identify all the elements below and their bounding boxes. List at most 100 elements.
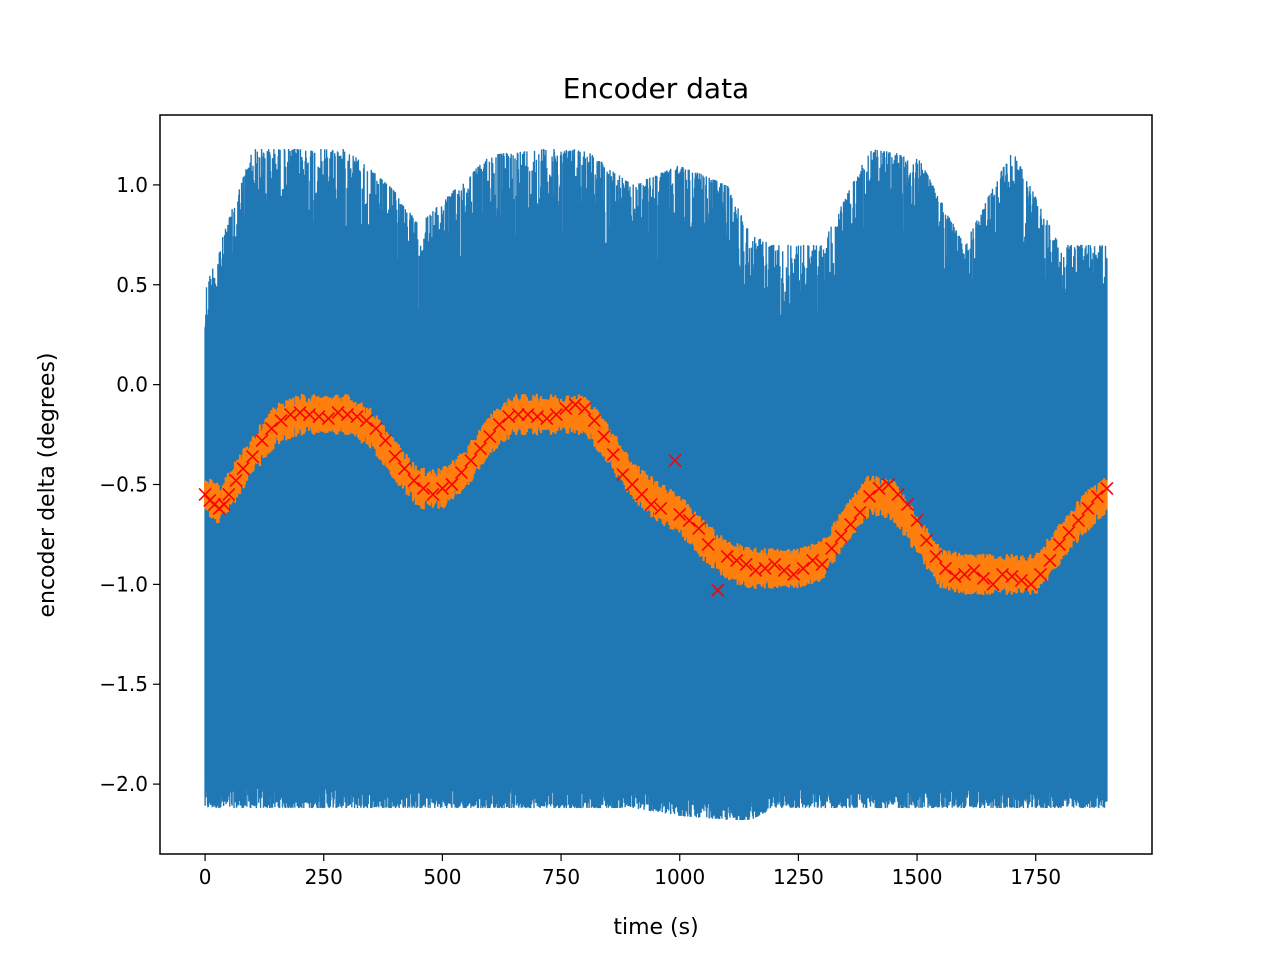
x-marker	[976, 571, 991, 585]
x-marker	[578, 402, 592, 416]
x-marker	[1033, 567, 1048, 581]
x-marker	[397, 461, 412, 476]
x-marker	[229, 473, 243, 488]
y-tick-label: 0.0	[116, 373, 148, 397]
x-marker	[1062, 525, 1076, 540]
x-marker	[416, 481, 430, 496]
y-axis: 1.0 0.5 0.0 −0.5 −1.0 −1.5 −2.0	[99, 173, 160, 796]
x-marker	[492, 418, 506, 432]
x-marker	[1081, 501, 1095, 516]
x-marker	[559, 402, 573, 416]
x-marker	[758, 561, 772, 575]
x-marker	[863, 489, 877, 504]
y-tick-label: −2.0	[99, 772, 148, 796]
x-marker	[1052, 537, 1067, 551]
x-tick-label: 1750	[1010, 865, 1061, 889]
x-marker	[730, 553, 744, 567]
x-marker	[264, 422, 279, 436]
x-marker	[464, 453, 478, 468]
x-marker	[910, 513, 924, 528]
x-marker	[568, 398, 582, 412]
x-marker	[967, 563, 981, 577]
x-marker	[1014, 573, 1029, 587]
x-marker	[787, 567, 801, 581]
y-tick-label: −1.5	[99, 672, 148, 696]
x-marker	[929, 549, 943, 563]
y-tick-label: 0.5	[116, 273, 148, 297]
x-marker	[834, 529, 848, 543]
x-marker	[711, 583, 725, 597]
chart-title: Encoder data	[563, 72, 749, 105]
x-marker	[359, 414, 374, 428]
x-marker	[511, 408, 525, 422]
x-marker	[255, 433, 269, 448]
x-marker	[825, 541, 839, 555]
series-sampled-points	[198, 398, 1114, 597]
x-marker	[777, 563, 791, 577]
y-tick-label: −0.5	[99, 473, 148, 497]
x-marker	[720, 549, 734, 563]
x-marker	[597, 429, 611, 444]
x-tick-label: 500	[423, 865, 461, 889]
x-marker	[217, 497, 231, 512]
x-marker	[378, 433, 393, 448]
x-marker	[701, 537, 715, 551]
x-marker	[388, 449, 402, 464]
y-axis-label: encoder delta (degrees)	[35, 352, 60, 617]
x-marker	[1005, 569, 1019, 583]
x-marker	[644, 497, 658, 512]
x-marker	[806, 553, 820, 567]
x-marker	[796, 561, 810, 575]
x-marker	[919, 533, 934, 547]
x-marker	[222, 487, 236, 502]
series-raw-encoder-delta	[204, 149, 1108, 820]
x-marker	[938, 561, 953, 575]
x-marker	[853, 505, 867, 520]
x-axis-label: time (s)	[613, 915, 698, 940]
x-marker	[844, 517, 858, 532]
x-marker	[1071, 513, 1085, 528]
x-tick-label: 750	[542, 865, 580, 889]
x-marker	[549, 408, 563, 422]
x-marker	[473, 441, 487, 456]
x-marker	[1043, 553, 1057, 567]
x-marker	[321, 412, 336, 426]
x-marker	[540, 412, 554, 426]
x-marker	[483, 429, 497, 444]
x-marker	[739, 557, 753, 571]
x-marker	[957, 567, 972, 581]
y-tick-label: 1.0	[116, 173, 148, 197]
x-marker	[435, 481, 449, 496]
x-marker	[445, 477, 459, 492]
x-axis: 0 250 500 750 1000 1250 1500 1750	[199, 854, 1061, 889]
x-marker	[673, 507, 687, 522]
x-marker	[369, 422, 383, 436]
x-marker	[350, 410, 364, 424]
x-marker	[668, 453, 682, 468]
x-tick-label: 1250	[773, 865, 824, 889]
x-marker	[692, 521, 706, 536]
x-marker	[454, 465, 468, 480]
x-marker	[872, 481, 886, 496]
x-marker	[587, 414, 601, 428]
x-marker	[815, 557, 829, 571]
x-marker	[274, 414, 288, 428]
raw-signal-core	[205, 314, 1107, 775]
x-marker	[768, 557, 782, 571]
y-tick-label: −1.0	[99, 572, 148, 596]
x-tick-label: 0	[199, 865, 212, 889]
x-marker	[245, 449, 260, 464]
x-marker	[426, 487, 440, 502]
x-tick-label: 250	[305, 865, 343, 889]
x-marker	[407, 473, 421, 488]
x-tick-label: 1000	[654, 865, 705, 889]
x-marker	[236, 461, 250, 476]
x-marker	[682, 513, 696, 528]
series-layer	[198, 149, 1114, 820]
x-tick-label: 1500	[892, 865, 943, 889]
x-marker	[606, 447, 620, 462]
x-marker	[1100, 481, 1114, 496]
x-marker	[900, 497, 915, 512]
x-marker	[654, 501, 668, 516]
